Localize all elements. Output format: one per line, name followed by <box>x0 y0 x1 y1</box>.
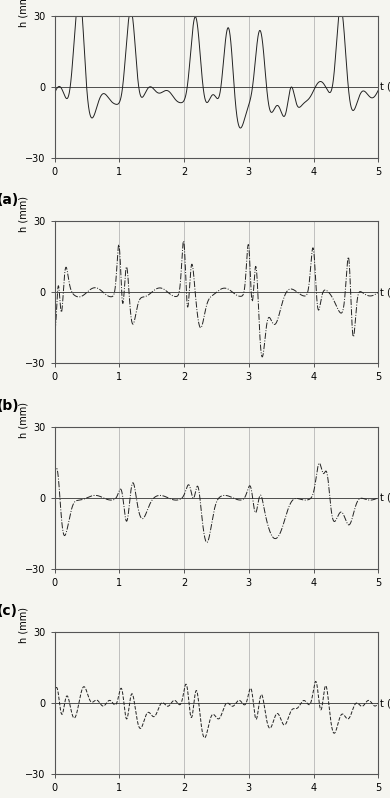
Y-axis label: h (mm): h (mm) <box>19 196 29 232</box>
Text: t (ms): t (ms) <box>379 82 390 92</box>
Text: t (ms): t (ms) <box>379 287 390 298</box>
Y-axis label: h (mm): h (mm) <box>19 607 29 643</box>
Text: (a): (a) <box>0 193 19 207</box>
Text: (b): (b) <box>0 398 19 413</box>
Y-axis label: h (mm): h (mm) <box>19 402 29 438</box>
Y-axis label: h (mm): h (mm) <box>19 0 29 27</box>
Text: t (ms): t (ms) <box>379 698 390 708</box>
Text: (c): (c) <box>0 604 17 618</box>
Text: t (ms): t (ms) <box>379 492 390 503</box>
